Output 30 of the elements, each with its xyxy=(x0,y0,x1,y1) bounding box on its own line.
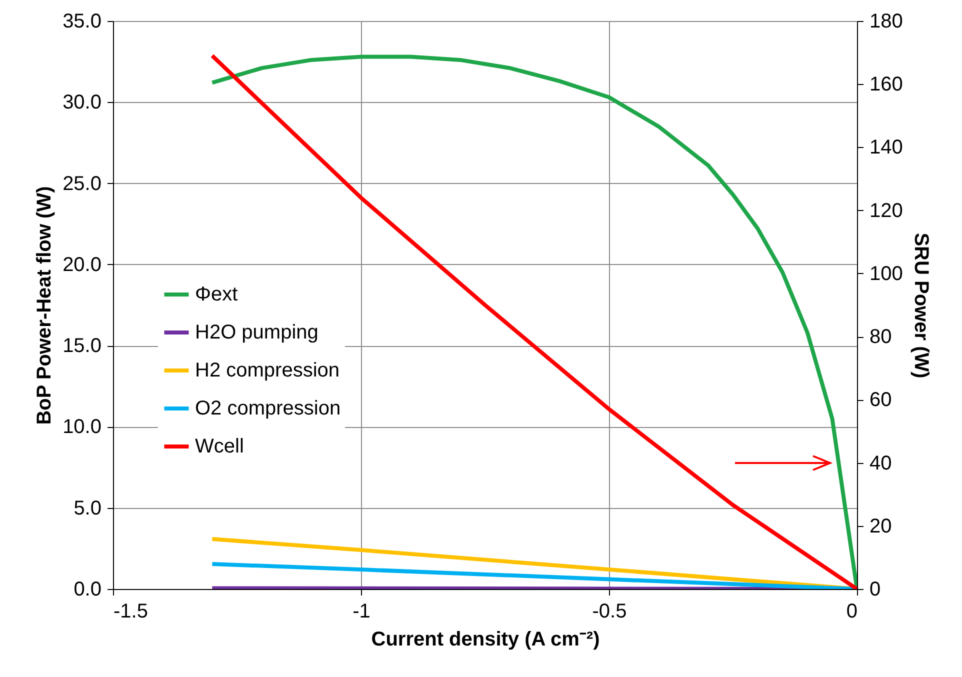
y2-tick-label: 100 xyxy=(870,262,903,285)
y2-tick-label: 120 xyxy=(870,200,903,222)
y2-tick-label: 40 xyxy=(870,452,892,474)
y-tick-label: 15.0 xyxy=(62,335,102,358)
y2-tick-label: 80 xyxy=(870,326,892,348)
y-tick-label: 5.0 xyxy=(74,497,102,520)
y-tick-label: 35.0 xyxy=(62,10,102,32)
legend-label: H2O pumping xyxy=(195,322,318,344)
legend-label: Φext xyxy=(195,284,238,306)
y2-axis-title: SRU Power (W) xyxy=(910,232,932,378)
x-tick-label: -1.5 xyxy=(114,600,148,622)
x-tick-label: -0.5 xyxy=(592,600,627,622)
y2-tick-label: 160 xyxy=(870,74,903,96)
legend-label: H2 compression xyxy=(195,360,340,382)
y2-tick-label: 0 xyxy=(870,578,881,600)
legend-label: Wcell xyxy=(195,436,244,458)
y-tick-label: 30.0 xyxy=(62,92,102,114)
y2-tick-label: 20 xyxy=(870,515,892,538)
y-tick-label: 25.0 xyxy=(62,172,102,195)
y2-tick-label: 140 xyxy=(870,136,903,159)
y-axis-title: BoP Power-Heat flow (W) xyxy=(34,186,56,425)
x-tick-label: 0 xyxy=(846,600,858,622)
y-tick-label: 0.0 xyxy=(74,578,102,600)
legend-label: O2 compression xyxy=(195,398,341,420)
y2-tick-label: 60 xyxy=(870,389,892,412)
x-axis-title: Current density (A cm⁻²) xyxy=(371,628,600,650)
x-tick-label: -1 xyxy=(352,600,370,622)
y2-tick-label: 180 xyxy=(870,10,903,32)
y-tick-label: 10.0 xyxy=(62,416,102,438)
y-tick-label: 20.0 xyxy=(62,254,102,276)
